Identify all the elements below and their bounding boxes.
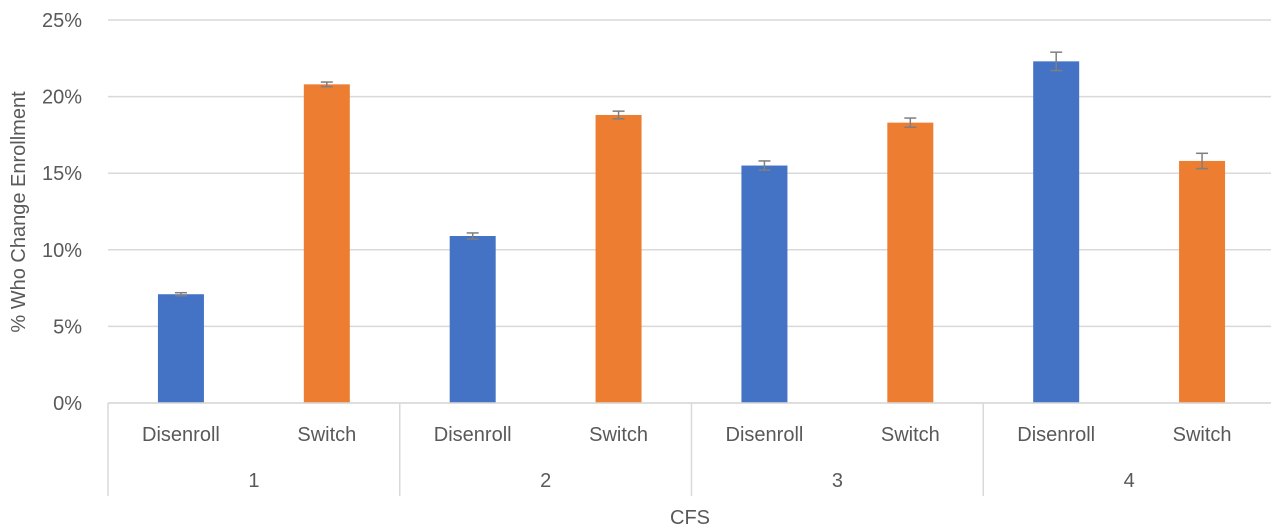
y-tick-label: 10% xyxy=(42,240,82,262)
bars xyxy=(157,61,1226,404)
bar-switch-4 xyxy=(1179,160,1226,403)
y-tick-label: 25% xyxy=(42,10,82,32)
x-group-label: 4 xyxy=(1124,470,1135,492)
x-group-label: 3 xyxy=(832,470,843,492)
error-bar-switch-4 xyxy=(1196,152,1209,170)
error-bar-disenroll-4 xyxy=(1050,51,1063,72)
x-axis: Disenroll Switch 1 Disenroll Switch 2 Disenrol… xyxy=(107,402,1271,496)
gridlines xyxy=(108,19,1271,404)
x-axis-title: CFS xyxy=(670,507,710,529)
x-category-label: Disenroll xyxy=(1017,424,1095,446)
bar-switch-3 xyxy=(887,122,934,404)
error-bar-disenroll-3 xyxy=(758,160,771,171)
bar-disenroll-2 xyxy=(449,236,496,403)
bar-disenroll-4 xyxy=(1033,61,1080,403)
error-bars xyxy=(174,51,1209,297)
x-category-label: Disenroll xyxy=(726,424,804,446)
error-bar-disenroll-2 xyxy=(466,232,479,240)
x-category-label: Switch xyxy=(881,424,940,446)
x-category-label: Switch xyxy=(1173,424,1232,446)
x-category-label: Disenroll xyxy=(142,424,220,446)
x-category-label: Disenroll xyxy=(434,424,512,446)
bar-disenroll-3 xyxy=(741,165,788,403)
x-category-label: Switch xyxy=(297,424,356,446)
error-bar-switch-3 xyxy=(904,117,917,128)
x-group-label: 2 xyxy=(540,470,551,492)
y-tick-labels: 0% 5% 10% 15% 20% 25% xyxy=(42,10,82,415)
x-category-label: Switch xyxy=(589,424,648,446)
error-bar-switch-2 xyxy=(612,110,625,120)
bar-disenroll-1 xyxy=(157,294,204,403)
bar-switch-1 xyxy=(303,84,350,404)
y-tick-label: 5% xyxy=(53,316,82,338)
x-group-label: 1 xyxy=(248,470,259,492)
y-tick-label: 15% xyxy=(42,163,82,185)
error-bar-disenroll-1 xyxy=(174,291,187,297)
y-tick-label: 20% xyxy=(42,87,82,109)
y-axis-title: % Who Change Enrollment xyxy=(8,91,30,333)
bar-switch-2 xyxy=(595,114,642,403)
error-bar-switch-1 xyxy=(320,81,333,88)
y-tick-label: 0% xyxy=(53,393,82,415)
